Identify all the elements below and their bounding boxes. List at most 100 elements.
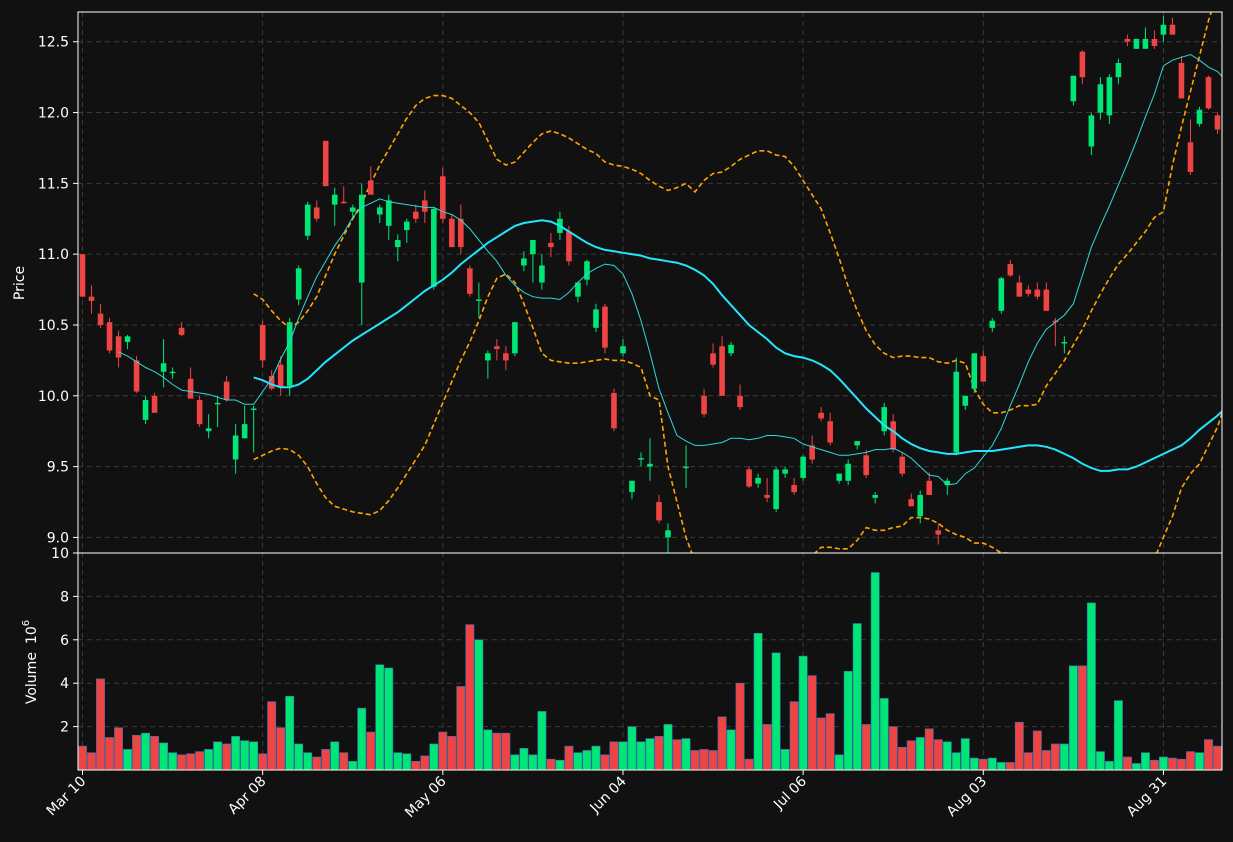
volume-bar <box>1041 750 1051 771</box>
volume-bar <box>1131 763 1141 771</box>
candle-body <box>935 530 942 535</box>
volume-bar <box>303 752 313 771</box>
candle-body <box>232 435 239 460</box>
candle-body <box>259 324 266 361</box>
volume-bar <box>708 750 718 771</box>
volume-bar <box>969 757 979 771</box>
volume-bar <box>1149 759 1159 771</box>
candle-body <box>250 408 257 411</box>
candle-body <box>223 381 230 401</box>
volume-bar <box>204 749 214 771</box>
price-tick-label: 9.5 <box>47 460 69 476</box>
candle-body <box>620 346 626 354</box>
volume-bar <box>87 752 96 771</box>
volume-bar <box>393 752 403 771</box>
candle-body <box>764 494 770 498</box>
price-tick-label: 12.0 <box>38 106 69 122</box>
volume-bar <box>492 732 502 771</box>
volume-bar <box>231 736 241 771</box>
volume-bar <box>267 701 277 771</box>
volume-bar <box>159 742 169 771</box>
volume-axis-multiplier: 10 <box>24 626 40 644</box>
candle-body <box>602 306 608 348</box>
volume-bar <box>411 761 421 771</box>
candle-body <box>1097 84 1104 113</box>
volume-bar <box>249 741 259 771</box>
candle-body <box>1169 24 1176 35</box>
volume-bar <box>132 734 141 771</box>
volume-bar <box>798 655 808 771</box>
volume-bar <box>366 731 376 771</box>
volume-bar <box>1204 739 1213 771</box>
volume-bar <box>600 754 610 771</box>
volume-bar <box>609 741 619 771</box>
volume-bar <box>141 732 151 771</box>
candle-body <box>1205 77 1212 109</box>
volume-bar <box>807 675 817 771</box>
volume-panel-frame <box>77 552 1223 771</box>
volume-bar <box>987 757 997 771</box>
volume-bar <box>1113 700 1123 771</box>
candle-body <box>1160 24 1167 35</box>
candle-body <box>214 402 221 405</box>
candlesticks <box>79 16 1221 553</box>
volume-bar <box>816 717 826 771</box>
candle-body <box>503 353 509 361</box>
candle-body <box>1151 38 1158 46</box>
volume-bar <box>1095 751 1105 771</box>
candle-body <box>1187 142 1194 173</box>
candle-body <box>521 258 527 266</box>
volume-bar <box>861 724 871 771</box>
candle-body <box>629 480 635 493</box>
volume-tick-label: 2 <box>60 720 69 736</box>
candle-body <box>376 207 383 215</box>
candle-body <box>548 242 554 248</box>
volume-tick-label: 8 <box>60 589 69 605</box>
candle-body <box>340 201 347 204</box>
volume-bar <box>681 738 691 771</box>
volume-bar <box>843 670 853 771</box>
volume-bar <box>735 682 745 771</box>
candle-body <box>890 421 897 450</box>
candle-body <box>106 322 113 351</box>
volume-bar <box>339 752 349 771</box>
candle-body <box>449 218 455 248</box>
volume-bar <box>690 750 700 771</box>
candle-body <box>566 231 572 262</box>
volume-bar <box>762 724 772 771</box>
candle-body <box>701 395 707 415</box>
volume-bar <box>780 749 790 771</box>
candle-body <box>728 344 734 354</box>
candle-body <box>737 395 743 408</box>
volume-bar <box>456 686 466 771</box>
candle-body <box>485 353 491 361</box>
candle-body <box>1178 62 1185 99</box>
volume-bar <box>996 762 1006 771</box>
volume-bar <box>519 747 529 771</box>
candle-body <box>584 261 590 280</box>
volume-bar <box>447 736 457 771</box>
volume-bar <box>177 754 187 771</box>
candle-body <box>295 268 302 300</box>
volume-bar <box>213 741 223 771</box>
volume-bar <box>501 732 511 771</box>
candle-body <box>115 336 122 358</box>
volume-bar <box>123 749 132 771</box>
price-tick-label: 10.5 <box>38 318 69 334</box>
volume-tick-label: 10 <box>51 546 69 562</box>
volume-bar <box>906 740 916 771</box>
volume-bar <box>357 707 367 771</box>
candle-body <box>719 346 725 396</box>
candle-body <box>647 463 653 467</box>
candle-body <box>286 322 293 386</box>
candle-body <box>268 375 275 389</box>
volume-bar <box>546 758 556 771</box>
candle-body <box>97 313 104 325</box>
volume-axis-title: Volume 106 <box>21 620 40 704</box>
candle-body <box>836 473 842 481</box>
candle-body <box>331 194 338 205</box>
candle-body <box>575 282 581 297</box>
volume-bar <box>852 623 862 771</box>
candle-body <box>710 353 716 365</box>
volume-bar <box>924 728 934 771</box>
